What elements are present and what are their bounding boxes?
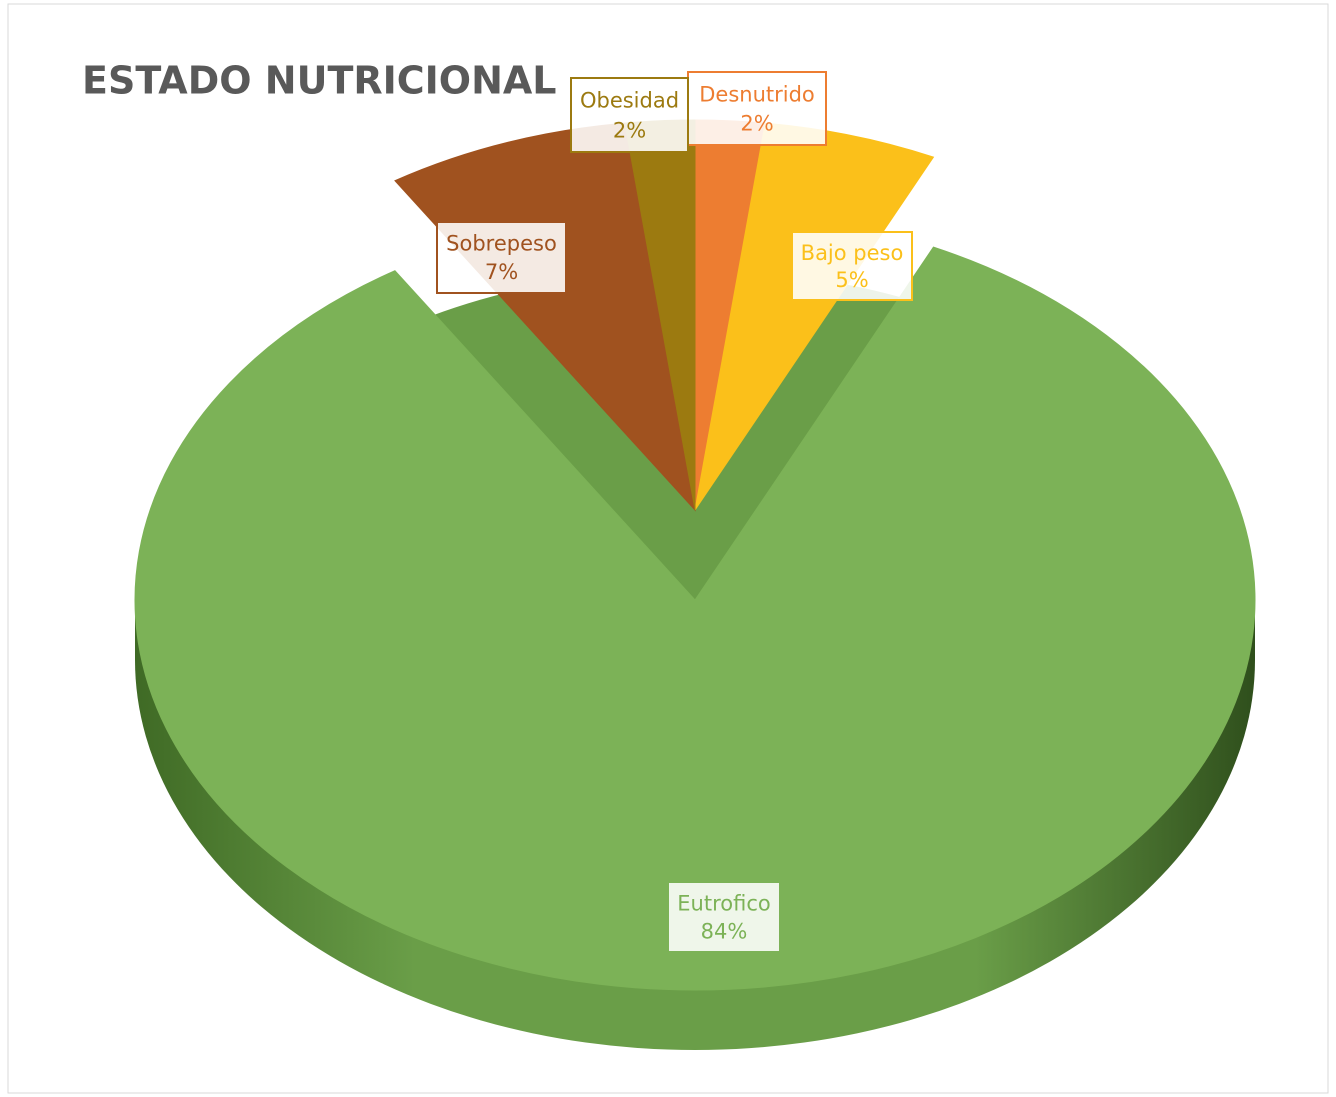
data-label-name: Bajo peso xyxy=(801,241,904,265)
data-label-value: 2% xyxy=(613,118,646,142)
data-label-value: 2% xyxy=(740,112,773,136)
data-label-name: Eutrofico xyxy=(677,891,770,915)
pie-slice xyxy=(134,246,1256,991)
data-label-name: Desnutrido xyxy=(699,82,815,106)
data-label-box xyxy=(436,221,567,294)
pie xyxy=(134,119,1256,1050)
chart-title: ESTADO NUTRICIONAL xyxy=(82,59,557,103)
data-label-value: 84% xyxy=(701,919,748,943)
data-label-name: Sobrepeso xyxy=(446,232,557,256)
data-label-value: 7% xyxy=(485,260,518,284)
data-label-box xyxy=(687,71,827,146)
labels: Desnutrido 2% Bajo peso 5% Eutrofico 84% Sobre… xyxy=(436,71,913,953)
data-label-box xyxy=(791,231,913,301)
data-label-box xyxy=(570,77,689,153)
data-label-value: 5% xyxy=(835,268,868,292)
data-label-box xyxy=(667,881,781,953)
data-label-name: Obesidad xyxy=(580,89,679,113)
